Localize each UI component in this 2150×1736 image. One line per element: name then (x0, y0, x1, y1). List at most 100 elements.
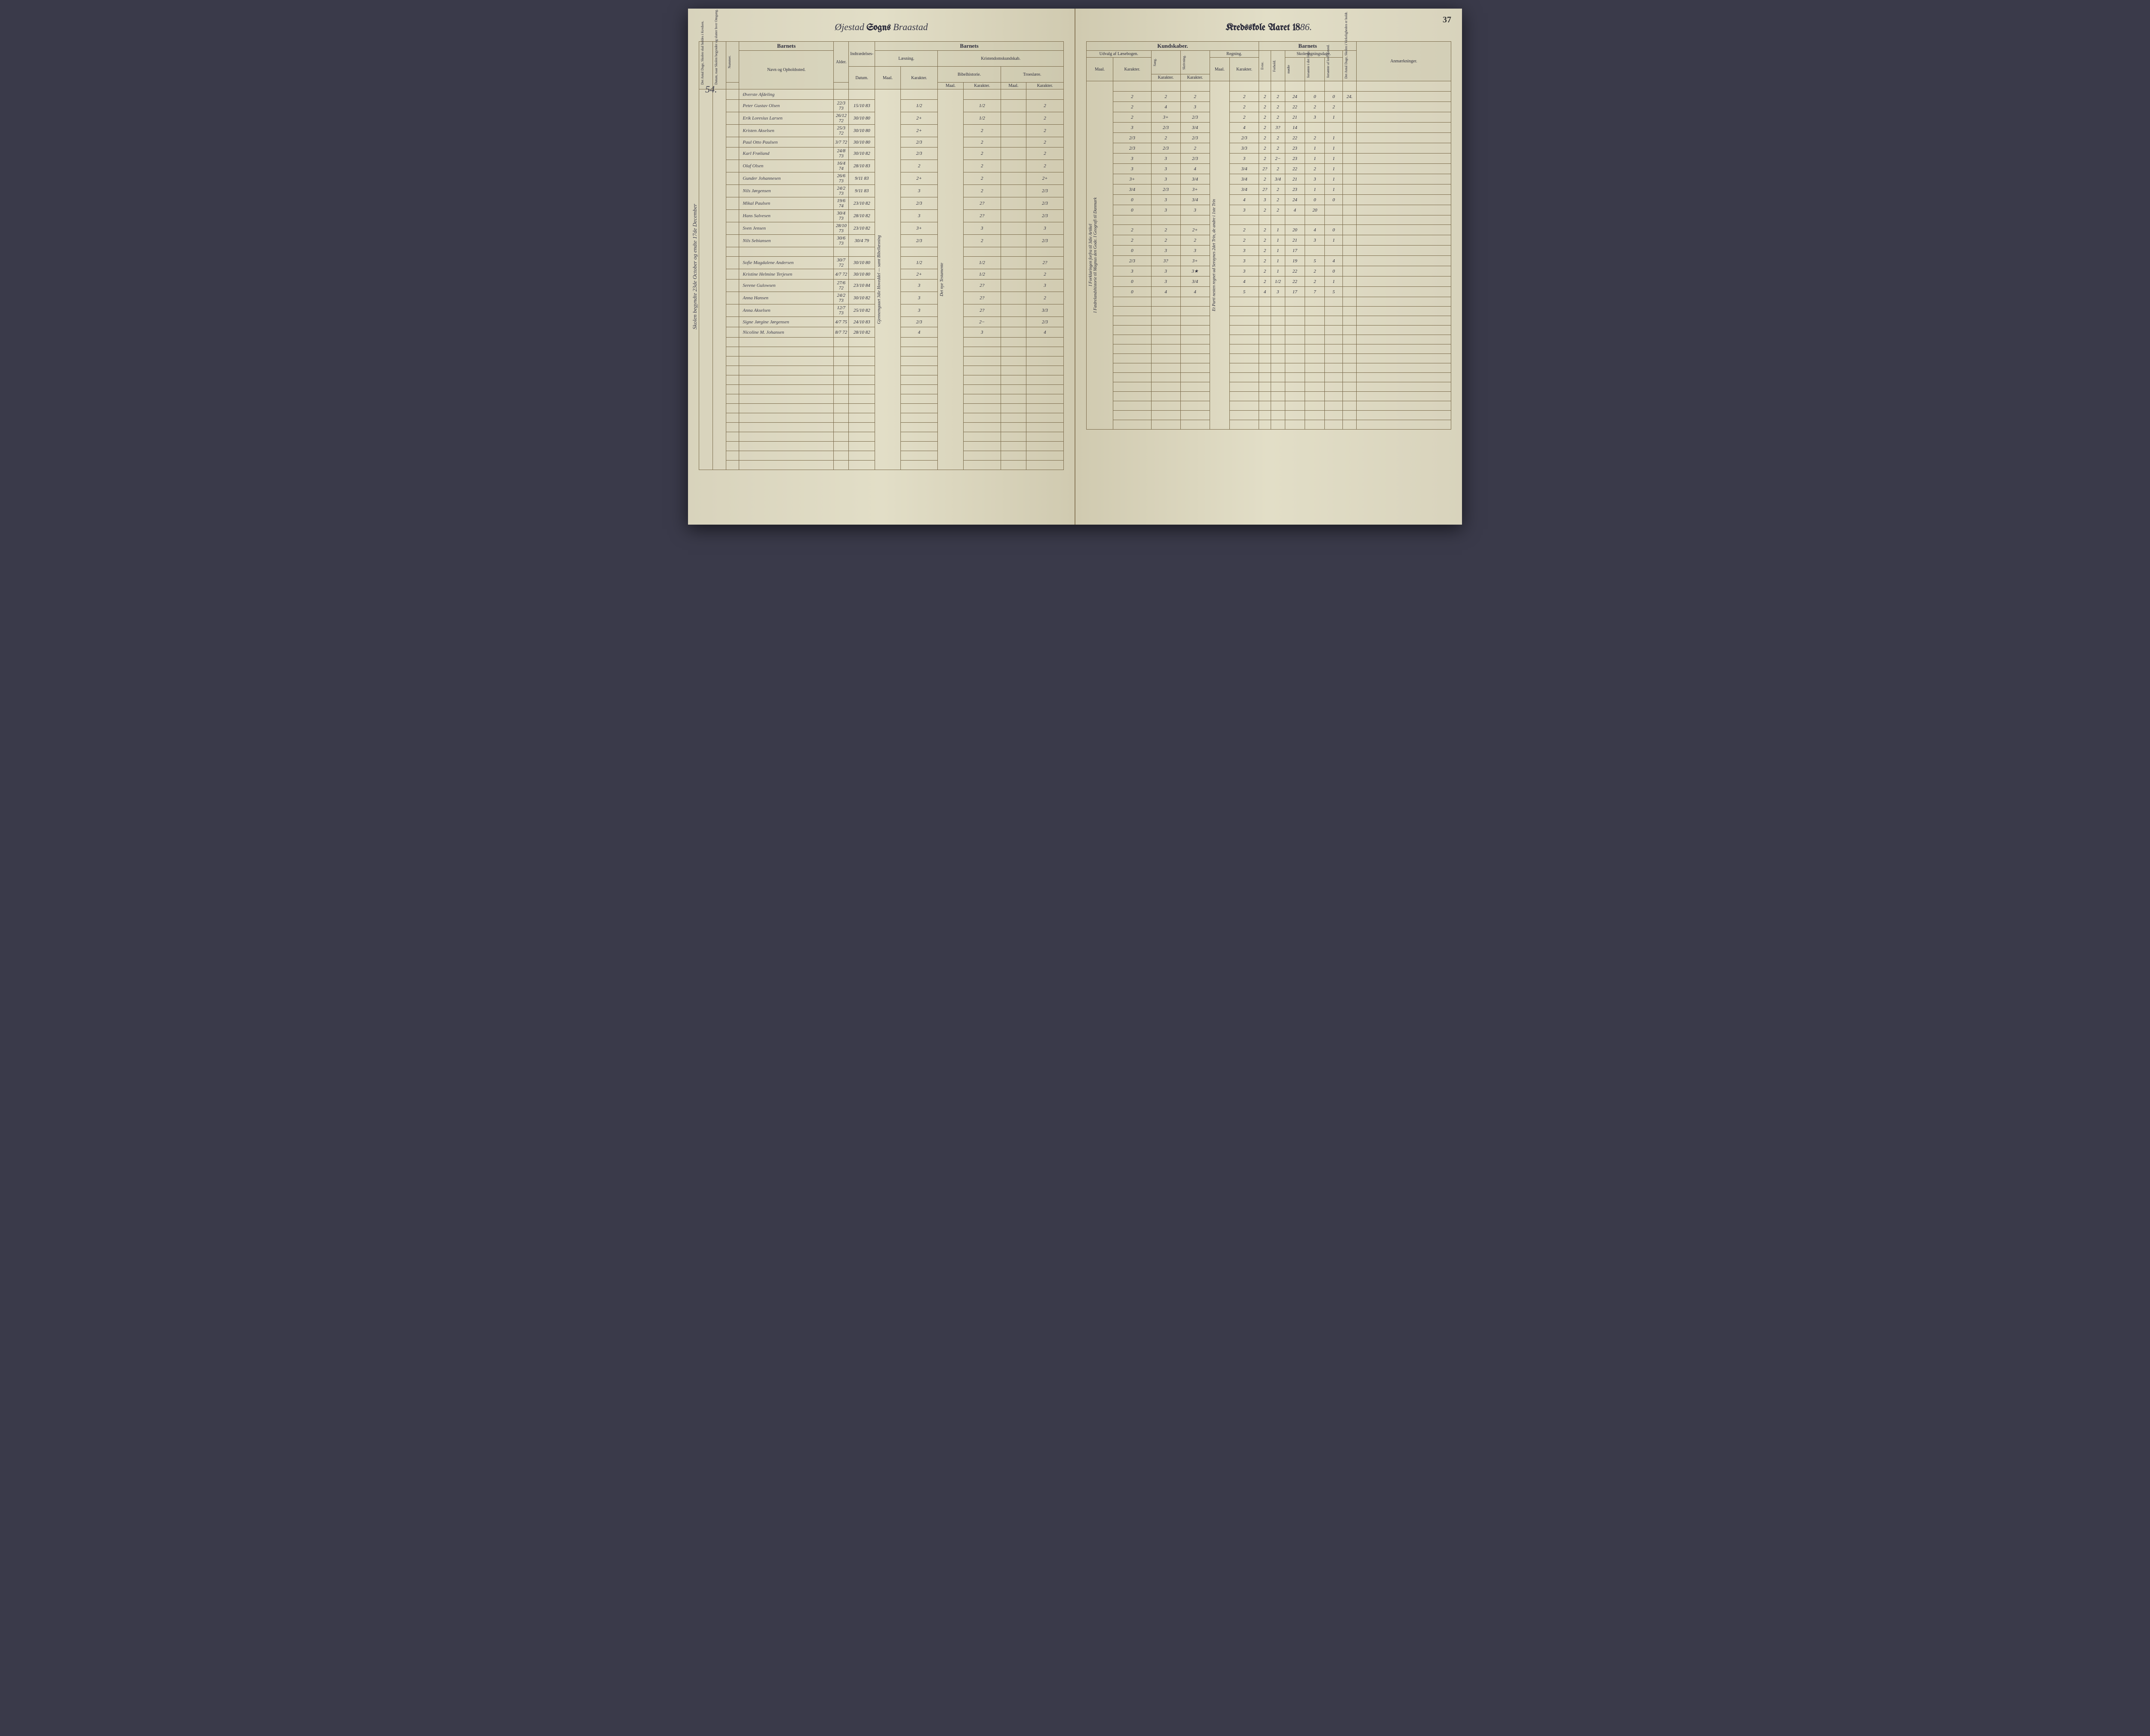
cell-fl: 1 (1325, 143, 1342, 154)
student-name: Karl Frøiland (739, 147, 834, 160)
cell-fh (1305, 123, 1325, 133)
cell-fh: 3 (1305, 174, 1325, 184)
cell-uk: 3+ (1113, 174, 1151, 184)
cell-sa: 3 (1151, 195, 1180, 205)
cell-ind: 15/10 83 (849, 100, 875, 112)
student-row: 2 4 3 2 2 2 22 2 2 (1087, 102, 1451, 112)
cell-ad (1342, 225, 1356, 235)
student-row: 3 3 2/3 3 2 2− 23 1 1 (1087, 154, 1451, 164)
col-kristendom: Kristendomskundskab. (938, 51, 1064, 67)
student-row: 3/4 2/3 3+ 3/4 2? 2 23 1 1 (1087, 184, 1451, 195)
cell-mo: 17 (1285, 287, 1305, 297)
cell-uk: 2/3 (1113, 256, 1151, 266)
empty-row (1087, 297, 1451, 307)
cell-ev: 2 (1259, 133, 1271, 143)
cell-alder: 28/10 73 (834, 222, 849, 235)
student-name: Sofie Magdalene Andersen (739, 257, 834, 269)
cell-mo: 21 (1285, 174, 1305, 184)
cell-uk: 2 (1113, 102, 1151, 112)
cell-ev: 2 (1259, 235, 1271, 246)
cell-fh: 5 (1305, 256, 1325, 266)
cell-sk: 3/4 (1180, 195, 1210, 205)
cell-lk: 3 (900, 292, 938, 304)
cell-bk: 2 (963, 137, 1001, 147)
cell-mo: 17 (1285, 246, 1305, 256)
cell-num (726, 185, 739, 197)
cell-lk: 2/3 (900, 235, 938, 247)
student-name: Sven Jensen (739, 222, 834, 235)
cell-ind: 30/10 80 (849, 257, 875, 269)
cell-ind: 24/10 83 (849, 317, 875, 327)
barnets-hdr-3: Barnets (1259, 42, 1357, 51)
col-indtrae: Indtrædelses- (849, 42, 875, 67)
empty-row (1087, 316, 1451, 326)
cell-num (726, 235, 739, 247)
student-row (1087, 215, 1451, 225)
cell-lk: 2+ (900, 112, 938, 125)
col-modte: mødte (1287, 61, 1290, 78)
col-datum: Datum, naar Skolen begynder og slutter h… (714, 46, 718, 85)
cell-tk: 2/3 (1026, 317, 1064, 327)
year: 86. (1300, 22, 1312, 32)
cell-tk: 2 (1026, 147, 1064, 160)
cell-anm (1357, 154, 1451, 164)
student-name: Gunder Johannesen (739, 172, 834, 185)
cell-bk: 2 (963, 147, 1001, 160)
cell-rk: 3 (1230, 246, 1259, 256)
student-row: 2 3+ 2/3 2 2 2 21 3 1 (1087, 112, 1451, 123)
cell-fl (1325, 246, 1342, 256)
cell-lk: 2/3 (900, 317, 938, 327)
student-row: 3+ 3 3/4 3/4 2 3/4 21 3 1 (1087, 174, 1451, 184)
cell-fo: 2 (1271, 184, 1285, 195)
cell-tm (1001, 185, 1026, 197)
cell-ev: 2? (1259, 164, 1271, 174)
student-name: Kristen Akselsen (739, 125, 834, 137)
student-row: 2 2 2 2 2 1 21 3 1 (1087, 235, 1451, 246)
cell-fh: 20 (1305, 205, 1325, 215)
cell-sk: 3 (1180, 205, 1210, 215)
cell-sa: 2/3 (1151, 184, 1180, 195)
cell-anm (1357, 256, 1451, 266)
cell-ind: 30/10 82 (849, 292, 875, 304)
cell-anm (1357, 133, 1451, 143)
cell-fo: 1 (1271, 246, 1285, 256)
cell-alder: 19/6 74 (834, 197, 849, 210)
cell-ind: 23/10 82 (849, 222, 875, 235)
col-sa-kar: Karakter. (1151, 74, 1180, 81)
cell-rk: 3/4 (1230, 164, 1259, 174)
cell-lk: 3+ (900, 222, 938, 235)
c (1180, 81, 1210, 92)
student-name: Nicoline M. Johansen (739, 327, 834, 338)
cell-tk: 2 (1026, 100, 1064, 112)
cell-bk: 2 (963, 185, 1001, 197)
cell-fh: 3 (1305, 235, 1325, 246)
cell-fl: 1 (1325, 277, 1342, 287)
cell-fl: 1 (1325, 174, 1342, 184)
cell-num (726, 112, 739, 125)
cell-fl: 1 (1325, 235, 1342, 246)
cell-rk: 4 (1230, 195, 1259, 205)
cell-sa: 3? (1151, 256, 1180, 266)
cell-sk: 3 (1180, 246, 1210, 256)
cell-sk: 3 (1180, 102, 1210, 112)
cell-tm (1001, 137, 1026, 147)
cell-tm (1001, 172, 1026, 185)
col-bibel: Bibelhistorie. (938, 67, 1001, 83)
cell-rk: 3 (1230, 205, 1259, 215)
cell-ind: 30/10 80 (849, 112, 875, 125)
cell-alder: 30/7 72 (834, 257, 849, 269)
cell-uk: 2 (1113, 235, 1151, 246)
cell-fo: 1/2 (1271, 277, 1285, 287)
cell-ind: 30/4 79 (849, 235, 875, 247)
cell-uk: 2 (1113, 112, 1151, 123)
header-left: Øjestad Sogns Braastad (699, 22, 1064, 33)
cell-rk: 3/4 (1230, 174, 1259, 184)
student-name: Nils Jørgensen (739, 185, 834, 197)
cell-rk: 2 (1230, 225, 1259, 235)
cell-anm (1357, 174, 1451, 184)
cell-tk: 2/3 (1026, 210, 1064, 222)
cell-tk: 2/3 (1026, 185, 1064, 197)
cell-lk: 2/3 (900, 147, 938, 160)
cell-tm (1001, 210, 1026, 222)
empty-row (1087, 401, 1451, 411)
